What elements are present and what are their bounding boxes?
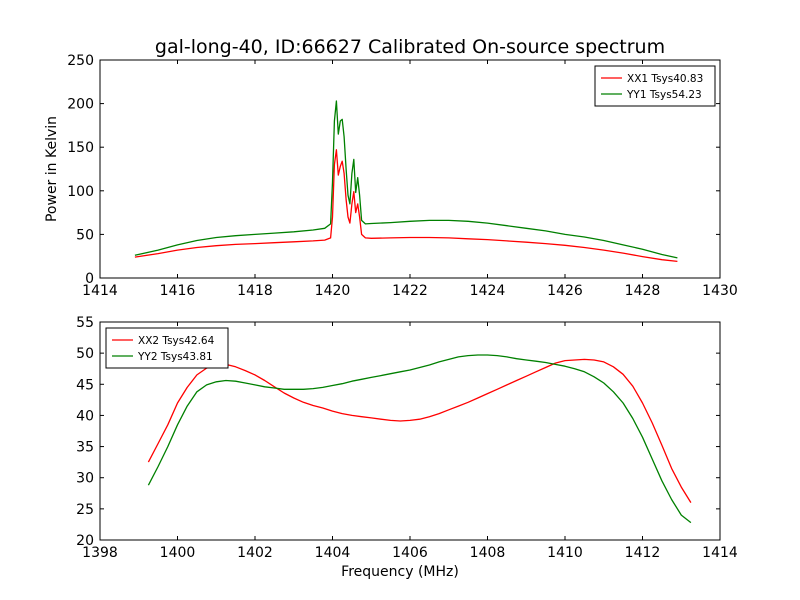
series-line-2 [147,354,692,524]
x-tick-label: 1418 [237,283,273,299]
series-line-1 [147,358,692,503]
legend-box [594,65,716,107]
x-tick-label: 1430 [702,283,738,299]
plots: 1414 1416 1418 1420 1422 1424 1426 1428 14300501… [44,53,738,580]
y-tick-label: 50 [76,346,94,362]
x-tick-label: 1400 [160,545,196,561]
y-tick-label: 20 [76,533,94,549]
legend: XX2 Tsys42.64 YY2 Tsys43.81 [105,327,229,369]
x-tick-label: 1406 [392,545,428,561]
legend-box [105,327,229,369]
y-tick-label: 35 [76,440,94,456]
x-tick-label: 1422 [392,283,428,299]
x-tick-label: 1398 [82,545,118,561]
x-tick-label: 1424 [470,283,506,299]
y-tick-label: 25 [76,502,94,518]
y-tick-label: 45 [76,377,94,393]
x-tick-label: 1428 [625,283,661,299]
x-tick-label: 1416 [160,283,196,299]
y-tick-label: 0 [85,271,94,287]
chart-2: 1398 1400 1402 1404 1406 1408 1410 1412 1414 20 25… [76,315,738,580]
series-line-1 [134,149,678,263]
legend-entry: YY2 Tsys43.81 [137,351,213,363]
y-tick-label: 40 [76,408,94,424]
y-tick-label: 100 [67,184,94,200]
y-tick-label: 30 [76,471,94,487]
legend-entry: YY1 Tsys54.23 [626,89,702,101]
x-tick-label: 1420 [315,283,351,299]
legend-entry: XX1 Tsys40.83 [627,73,703,85]
x-tick-label: 1404 [315,545,351,561]
x-tick-label: 1408 [470,545,506,561]
y-axis-label: Power in Kelvin [44,116,60,222]
x-tick-label: 1410 [547,545,583,561]
y-tick-label: 50 [76,227,94,243]
legend: XX1 Tsys40.83 YY1 Tsys54.23 [594,65,716,107]
y-tick-label: 150 [67,140,94,156]
y-tick-label: 250 [67,53,94,69]
chart-1: 1414 1416 1418 1420 1422 1424 1426 1428 1430 0 50 1… [44,53,738,299]
y-tick-label: 200 [67,97,94,113]
legend-entry: XX2 Tsys42.64 [138,335,215,347]
x-axis-label: Frequency (MHz) [341,564,459,580]
x-tick-label: 1412 [625,545,661,561]
y-tick-label: 55 [76,315,94,331]
figure-title: gal-long-40, ID:66627 Calibrated On-sour… [155,36,665,58]
x-tick-label: 1414 [702,545,738,561]
series-line-2 [134,100,678,259]
x-tick-label: 1426 [547,283,583,299]
x-tick-label: 1414 [82,283,118,299]
x-tick-label: 1402 [237,545,273,561]
